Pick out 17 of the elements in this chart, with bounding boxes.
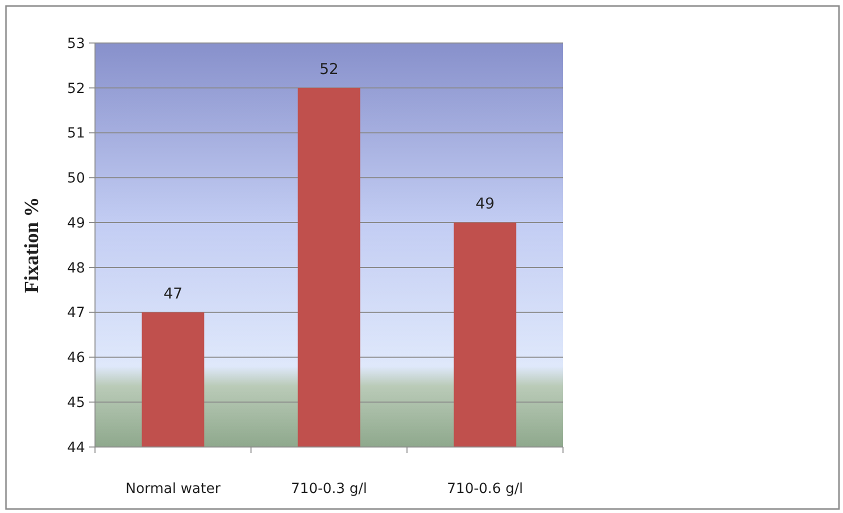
data-label: 49 — [475, 194, 495, 213]
x-tick-label: 710-0.6 g/l — [447, 481, 523, 497]
y-tick-label: 44 — [67, 440, 86, 456]
y-tick-label: 46 — [67, 350, 86, 366]
y-tick-label: 52 — [67, 80, 85, 97]
y-tick-label: 48 — [67, 260, 85, 276]
x-tick-label: Normal water — [126, 481, 221, 497]
y-tick-label: 53 — [67, 36, 85, 52]
y-tick-label: 51 — [67, 126, 85, 142]
y-tick-label: 49 — [67, 215, 85, 232]
y-tick-label: 45 — [67, 395, 85, 412]
y-tick-label: 47 — [67, 305, 85, 322]
data-label: 52 — [319, 60, 339, 78]
x-tick-label: 710-0.3 g/l — [291, 481, 367, 497]
y-axis-title: Fixation % — [21, 196, 43, 294]
data-label: 47 — [163, 284, 183, 302]
y-tick-label: 50 — [67, 170, 85, 187]
